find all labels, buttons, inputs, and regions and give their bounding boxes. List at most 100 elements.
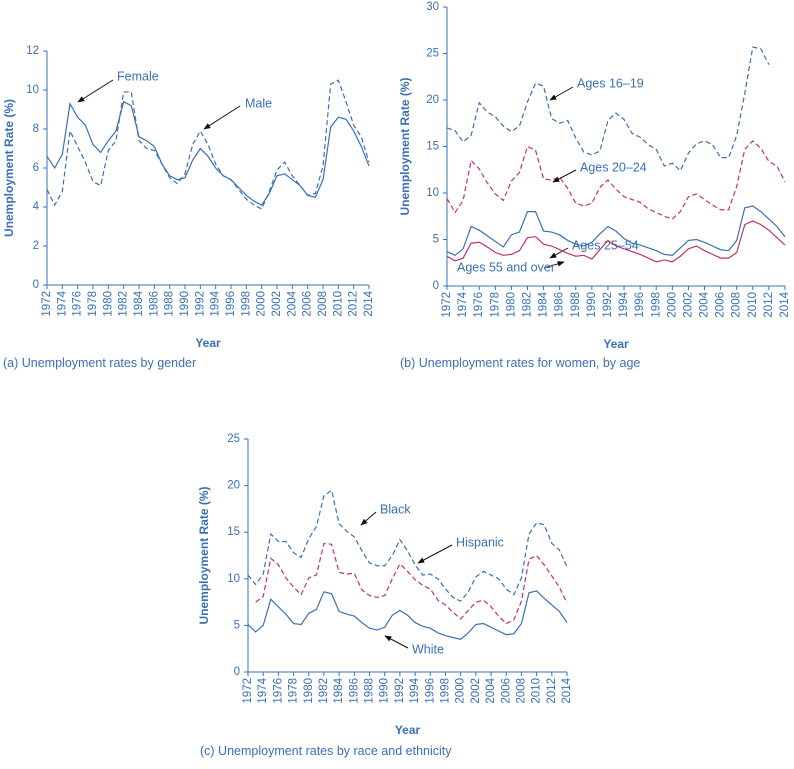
y-tick-label: 0 — [433, 280, 439, 292]
x-tick-label: 1974 — [257, 677, 269, 703]
x-tick-label: 2000 — [455, 678, 467, 704]
chart-panel: 0 5 10 15 20 25 30 1972 1974 1976 1978 1980 1982 1984… — [398, 1, 791, 370]
series-label: Male — [245, 96, 272, 110]
x-tick-label: 1988 — [364, 678, 376, 704]
x-tick-label: 1972 — [242, 678, 254, 704]
series-line — [247, 590, 568, 641]
y-tick-label: 10 — [227, 573, 240, 585]
series-label: Hispanic — [456, 535, 504, 549]
x-tick-label: 1988 — [164, 291, 176, 317]
x-tick-label: 1992 — [394, 678, 406, 704]
x-tick-label: 2010 — [332, 291, 344, 317]
y-axis-title: Unemployment Rate (%) — [2, 99, 16, 237]
x-tick-label: 1994 — [618, 291, 630, 317]
label-arrow — [417, 544, 453, 564]
x-tick-label: 2002 — [271, 291, 283, 317]
x-tick-label: 1996 — [424, 678, 436, 704]
x-tick-label: 1978 — [489, 292, 501, 318]
series-label: Ages 55 and over — [457, 260, 555, 274]
label-arrow — [203, 105, 241, 130]
series-line — [446, 205, 786, 257]
y-tick-label: 0 — [234, 666, 240, 678]
y-tick-label: 10 — [426, 187, 439, 199]
x-tick-label: 1998 — [240, 291, 252, 317]
x-tick-label: 2012 — [763, 292, 775, 318]
y-tick-label: 6 — [33, 162, 39, 174]
x-tick-label: 1976 — [272, 678, 284, 704]
y-tick-label: 2 — [33, 240, 39, 252]
y-tick-label: 10 — [26, 84, 39, 96]
series-line — [446, 46, 770, 172]
x-tick-label: 1990 — [379, 678, 391, 704]
x-tick-label: 1984 — [538, 291, 550, 317]
y-axis-title: Unemployment Rate (%) — [398, 77, 412, 215]
series-line — [446, 140, 786, 220]
x-axis-title: Year — [603, 337, 629, 351]
y-tick-label: 4 — [33, 201, 40, 213]
x-tick-label: 1998 — [650, 292, 662, 318]
y-tick-label: 25 — [426, 48, 439, 60]
label-arrow — [549, 247, 569, 259]
y-tick-label: 15 — [227, 526, 240, 538]
y-tick-label: 5 — [433, 234, 439, 246]
x-tick-label: 1988 — [570, 292, 582, 318]
x-tick-label: 1984 — [133, 290, 145, 316]
series-label: White — [412, 642, 444, 656]
x-tick-label: 2004 — [485, 677, 497, 703]
x-tick-label: 2012 — [348, 291, 360, 317]
y-tick-label: 30 — [426, 1, 439, 13]
x-tick-label: 1982 — [522, 292, 534, 318]
x-tick-label: 1992 — [194, 291, 206, 317]
label-arrow — [552, 169, 577, 183]
x-tick-label: 1994 — [210, 290, 222, 316]
x-tick-label: 2000 — [256, 291, 268, 317]
x-tick-label: 2014 — [779, 291, 791, 317]
label-arrow — [384, 635, 409, 649]
series-line — [46, 79, 370, 210]
x-tick-label: 1990 — [586, 292, 598, 318]
x-tick-label: 1976 — [72, 291, 84, 317]
x-tick-label: 2002 — [682, 292, 694, 318]
x-tick-label: 1974 — [56, 290, 68, 316]
x-tick-label: 2010 — [747, 292, 759, 318]
series-label: Female — [117, 69, 159, 83]
x-tick-label: 1982 — [118, 291, 130, 317]
series-label: Ages 16–19 — [577, 76, 644, 90]
x-tick-label: 2004 — [699, 291, 711, 317]
y-tick-label: 25 — [227, 433, 240, 445]
series-line — [46, 100, 370, 206]
x-tick-label: 1986 — [348, 678, 360, 704]
x-tick-label: 2014 — [363, 290, 375, 316]
x-tick-label: 2014 — [561, 677, 573, 703]
x-tick-label: 1986 — [554, 292, 566, 318]
x-tick-label: 1972 — [441, 292, 453, 318]
x-tick-label: 1994 — [409, 677, 421, 703]
x-tick-label: 1974 — [457, 291, 469, 317]
x-tick-label: 1996 — [225, 291, 237, 317]
x-tick-label: 2006 — [302, 291, 314, 317]
x-tick-label: 2006 — [500, 678, 512, 704]
x-tick-label: 2002 — [470, 678, 482, 704]
caption: (a) Unemployment rates by gender — [3, 356, 196, 370]
y-tick-label: 20 — [426, 94, 439, 106]
x-tick-label: 1980 — [505, 292, 517, 318]
x-tick-label: 1982 — [318, 678, 330, 704]
y-tick-label: 5 — [234, 619, 240, 631]
x-tick-label: 1978 — [288, 678, 300, 704]
series-label: Ages 20–24 — [580, 160, 647, 174]
y-tick-label: 0 — [33, 279, 39, 291]
x-tick-label: 2012 — [546, 678, 558, 704]
x-tick-label: 2000 — [666, 292, 678, 318]
x-axis-title: Year — [195, 336, 221, 350]
y-axis-title: Unemployment Rate (%) — [197, 486, 211, 624]
label-arrow — [549, 86, 574, 101]
x-tick-label: 1980 — [102, 291, 114, 317]
x-tick-label: 1996 — [634, 292, 646, 318]
x-tick-label: 1998 — [440, 678, 452, 704]
y-tick-label: 15 — [426, 141, 439, 153]
x-tick-label: 2006 — [715, 292, 727, 318]
x-tick-label: 1976 — [473, 292, 485, 318]
